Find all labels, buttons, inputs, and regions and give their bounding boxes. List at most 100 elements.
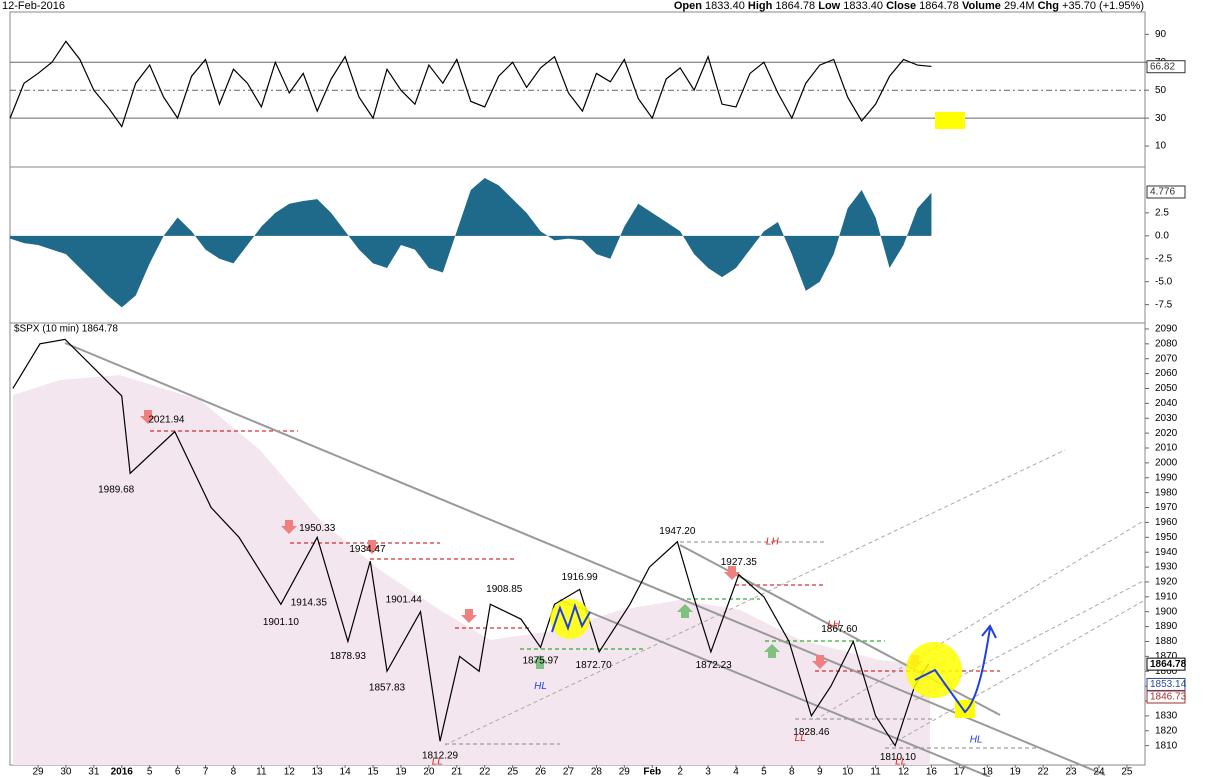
last-value-label: 4.776 <box>1150 187 1175 198</box>
x-tick-label: 7 <box>203 767 209 777</box>
last-value-box <box>1146 185 1186 199</box>
y-tick-label: 0.0 <box>1155 230 1169 241</box>
x-tick-label: 19 <box>395 767 407 777</box>
y-tick-label: 1980 <box>1155 487 1178 498</box>
y-tick-label: 2020 <box>1155 428 1178 439</box>
x-tick-label: 11 <box>256 767 267 777</box>
price-line <box>9 40 932 128</box>
price-annotation: 1947.20 <box>659 526 696 537</box>
price-annotation: 1857.83 <box>369 682 406 693</box>
x-tick-label: 4 <box>733 767 739 777</box>
y-tick-label: 10 <box>1155 141 1167 152</box>
field-name: Chg <box>1037 0 1059 12</box>
x-tick-label: 25 <box>1121 767 1133 777</box>
x-tick-label: 20 <box>423 767 435 777</box>
x-tick-label: 9 <box>817 767 823 777</box>
handwritten-note: HL <box>534 681 547 692</box>
levels <box>150 430 1146 749</box>
y-tick-label: 1830 <box>1155 711 1178 722</box>
price-annotation: 2021.94 <box>148 414 185 425</box>
handwritten-note: LH <box>827 620 841 631</box>
marks: 103050709066.822.50.0-2.5-5.0-7.54.77618… <box>9 29 1187 777</box>
x-tick-label: 18 <box>982 767 994 777</box>
x-tick-label: 22 <box>479 767 491 777</box>
price-annotation: 1927.35 <box>721 557 758 568</box>
highlights <box>550 112 997 718</box>
y-tick-label: 1900 <box>1155 606 1178 617</box>
last-value-label: 66.82 <box>1150 61 1175 72</box>
handwritten-note: LH <box>766 536 780 547</box>
x-tick-label: 2016 <box>111 767 134 777</box>
y-tick-label: -2.5 <box>1155 253 1173 264</box>
y-tick-label: 1890 <box>1155 621 1178 632</box>
x-tick-label: 29 <box>32 767 44 777</box>
x-tick-label: 24 <box>1093 767 1105 777</box>
field-value: +35.70 (+1.95%) <box>1062 0 1144 12</box>
y-tick-label: 2070 <box>1155 353 1178 364</box>
y-tick-label: 1950 <box>1155 532 1178 543</box>
x-tick-label: 12 <box>284 767 296 777</box>
last-value-label: 1846.73 <box>1150 692 1187 703</box>
x-tick-label: 28 <box>591 767 603 777</box>
handwritten-note: LL <box>795 733 806 744</box>
y-tick-label: 2030 <box>1155 413 1178 424</box>
y-tick-label: 1910 <box>1155 591 1178 602</box>
y-tick-label: 2060 <box>1155 368 1178 379</box>
y-tick-label: 2050 <box>1155 383 1178 394</box>
price-annotation: 1916.99 <box>562 572 599 583</box>
x-tick-label: 15 <box>367 767 379 777</box>
header: 12-Feb-2016 Open 1833.40 High 1864.78 Low… <box>0 0 1206 12</box>
y-tick-label: 1940 <box>1155 547 1178 558</box>
x-tick-label: 2 <box>677 767 683 777</box>
x-tick-label: 13 <box>312 767 324 777</box>
x-tick-label: 30 <box>60 767 72 777</box>
y-tick-label: 1970 <box>1155 502 1178 513</box>
price-annotation: 1828.46 <box>793 727 830 738</box>
last-value-label: 1864.78 <box>1150 659 1187 670</box>
price-annotation: 1878.93 <box>330 651 367 662</box>
y-tick-label: 50 <box>1155 85 1167 96</box>
last-value-box <box>1146 657 1186 671</box>
ohlc-fields: Open 1833.40 High 1864.78 Low 1833.40 Cl… <box>674 0 1144 12</box>
field-name: Open <box>673 0 702 12</box>
y-tick-label: 90 <box>1155 29 1167 40</box>
x-tick-label: 26 <box>535 767 547 777</box>
price-annotation: 1950.33 <box>299 523 336 534</box>
y-tick-label: -7.5 <box>1155 299 1173 310</box>
x-tick-label: 10 <box>842 767 854 777</box>
y-tick-label: 1960 <box>1155 517 1178 528</box>
field-value: 29.4M <box>1003 0 1035 12</box>
x-tick-label: 27 <box>563 767 575 777</box>
field-name: High <box>747 0 773 12</box>
y-tick-label: 2.5 <box>1155 208 1169 219</box>
x-tick-label: 3 <box>705 767 711 777</box>
x-tick-label: 23 <box>1065 767 1077 777</box>
y-tick-label: 30 <box>1155 113 1167 124</box>
price-annotation: 1872.70 <box>576 660 613 671</box>
handwritten-note: LL <box>895 757 906 768</box>
x-tick-label: 11 <box>870 767 881 777</box>
field-value: 1833.40 <box>705 0 745 12</box>
x-tick-label: 17 <box>954 767 966 777</box>
ma-shade <box>13 375 930 765</box>
y-tick-label: 1920 <box>1155 577 1178 588</box>
x-tick-label: Feb <box>643 767 661 777</box>
y-tick-label: 1820 <box>1155 725 1178 736</box>
field-name: Low <box>818 0 841 12</box>
y-tick-label: 2080 <box>1155 338 1178 349</box>
x-tick-label: 14 <box>340 767 352 777</box>
field-value: 1833.40 <box>843 0 884 12</box>
chart-title: $SPX (10 min) 1864.78 <box>14 324 118 335</box>
price-annotation: 1872.23 <box>696 660 733 671</box>
date: 12-Feb-2016 <box>2 0 65 12</box>
y-tick-label: 2040 <box>1155 398 1178 409</box>
price-line <box>12 338 930 748</box>
price-annotation: 1875.97 <box>522 655 559 666</box>
x-tick-label: 19 <box>1010 767 1022 777</box>
price-annotation: 1867.60 <box>821 624 858 635</box>
x-tick-label: 8 <box>789 767 795 777</box>
handwritten-note: LL <box>432 757 443 768</box>
x-tick-label: 16 <box>926 767 938 777</box>
